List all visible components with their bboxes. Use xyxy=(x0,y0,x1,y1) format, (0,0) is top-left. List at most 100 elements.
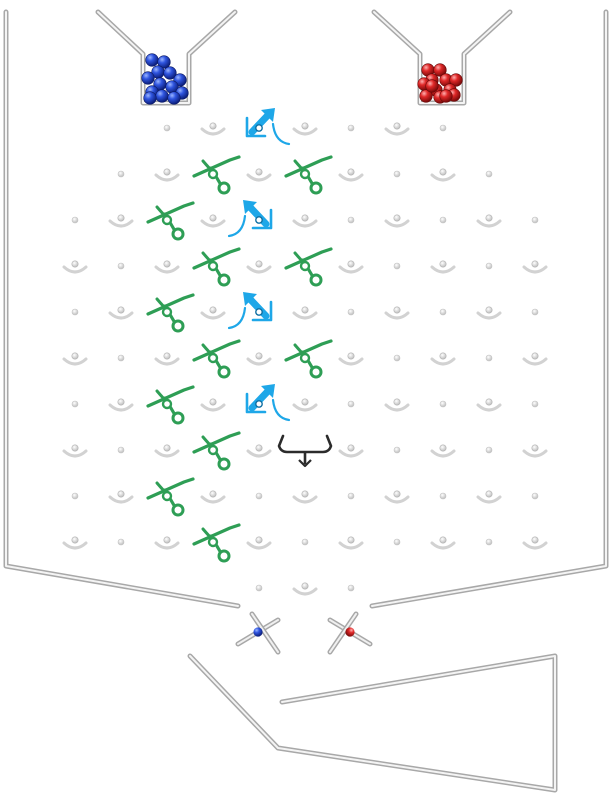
peg[interactable] xyxy=(439,216,447,224)
empty-slot[interactable] xyxy=(338,168,364,182)
empty-slot[interactable] xyxy=(430,536,456,550)
peg[interactable] xyxy=(255,492,263,500)
empty-slot[interactable] xyxy=(430,352,456,366)
empty-slot[interactable] xyxy=(292,398,318,412)
empty-slot[interactable] xyxy=(338,352,364,366)
peg[interactable] xyxy=(531,400,539,408)
empty-slot[interactable] xyxy=(430,168,456,182)
empty-slot[interactable] xyxy=(522,260,548,274)
empty-slot[interactable] xyxy=(522,536,548,550)
peg[interactable] xyxy=(347,308,355,316)
peg[interactable] xyxy=(117,262,125,270)
ramp-part[interactable] xyxy=(284,247,333,287)
empty-slot[interactable] xyxy=(200,122,226,136)
peg[interactable] xyxy=(347,492,355,500)
ramp-part[interactable] xyxy=(146,293,195,333)
peg[interactable] xyxy=(163,124,171,132)
peg[interactable] xyxy=(347,124,355,132)
ramp-part[interactable] xyxy=(146,201,195,241)
peg[interactable] xyxy=(393,538,401,546)
peg[interactable] xyxy=(117,354,125,362)
empty-slot[interactable] xyxy=(62,260,88,274)
empty-slot[interactable] xyxy=(154,260,180,274)
empty-slot[interactable] xyxy=(62,352,88,366)
empty-slot[interactable] xyxy=(476,490,502,504)
empty-slot[interactable] xyxy=(246,536,272,550)
empty-slot[interactable] xyxy=(154,168,180,182)
empty-slot[interactable] xyxy=(154,444,180,458)
ramp-part[interactable] xyxy=(192,523,241,563)
empty-slot[interactable] xyxy=(200,214,226,228)
peg[interactable] xyxy=(347,400,355,408)
peg[interactable] xyxy=(117,170,125,178)
empty-slot[interactable] xyxy=(430,260,456,274)
empty-slot[interactable] xyxy=(384,122,410,136)
empty-slot[interactable] xyxy=(292,490,318,504)
interceptor-part[interactable] xyxy=(277,434,333,468)
bit-part[interactable] xyxy=(245,108,291,146)
peg[interactable] xyxy=(485,354,493,362)
peg[interactable] xyxy=(439,124,447,132)
empty-slot[interactable] xyxy=(430,444,456,458)
ramp-part[interactable] xyxy=(192,155,241,195)
empty-slot[interactable] xyxy=(292,214,318,228)
empty-slot[interactable] xyxy=(108,214,134,228)
empty-slot[interactable] xyxy=(476,214,502,228)
empty-slot[interactable] xyxy=(246,352,272,366)
ramp-part[interactable] xyxy=(192,247,241,287)
peg[interactable] xyxy=(71,216,79,224)
peg[interactable] xyxy=(485,538,493,546)
empty-slot[interactable] xyxy=(246,168,272,182)
empty-slot[interactable] xyxy=(338,444,364,458)
empty-slot[interactable] xyxy=(292,122,318,136)
peg[interactable] xyxy=(71,492,79,500)
peg[interactable] xyxy=(485,170,493,178)
empty-slot[interactable] xyxy=(476,306,502,320)
empty-slot[interactable] xyxy=(522,444,548,458)
empty-slot[interactable] xyxy=(108,398,134,412)
peg[interactable] xyxy=(531,492,539,500)
peg[interactable] xyxy=(531,308,539,316)
peg[interactable] xyxy=(117,446,125,454)
ramp-part[interactable] xyxy=(192,431,241,471)
empty-slot[interactable] xyxy=(154,536,180,550)
empty-slot[interactable] xyxy=(384,214,410,228)
peg[interactable] xyxy=(347,216,355,224)
peg[interactable] xyxy=(393,262,401,270)
peg[interactable] xyxy=(393,354,401,362)
empty-slot[interactable] xyxy=(384,490,410,504)
empty-slot[interactable] xyxy=(384,306,410,320)
peg[interactable] xyxy=(117,538,125,546)
peg[interactable] xyxy=(485,262,493,270)
empty-slot[interactable] xyxy=(200,398,226,412)
peg[interactable] xyxy=(439,400,447,408)
empty-slot[interactable] xyxy=(246,444,272,458)
empty-slot[interactable] xyxy=(292,582,318,596)
peg[interactable] xyxy=(439,308,447,316)
ramp-part[interactable] xyxy=(192,339,241,379)
empty-slot[interactable] xyxy=(62,536,88,550)
empty-slot[interactable] xyxy=(108,490,134,504)
ramp-part[interactable] xyxy=(146,477,195,517)
empty-slot[interactable] xyxy=(338,536,364,550)
peg[interactable] xyxy=(255,584,263,592)
trigger-lever-right[interactable] xyxy=(327,611,373,655)
peg[interactable] xyxy=(393,170,401,178)
bit-part[interactable] xyxy=(245,384,291,422)
empty-slot[interactable] xyxy=(200,490,226,504)
bit-part[interactable] xyxy=(227,292,273,330)
peg[interactable] xyxy=(71,400,79,408)
ramp-part[interactable] xyxy=(284,155,333,195)
bit-part[interactable] xyxy=(227,200,273,238)
ramp-part[interactable] xyxy=(284,339,333,379)
empty-slot[interactable] xyxy=(338,260,364,274)
empty-slot[interactable] xyxy=(200,306,226,320)
ramp-part[interactable] xyxy=(146,385,195,425)
empty-slot[interactable] xyxy=(476,398,502,412)
empty-slot[interactable] xyxy=(62,444,88,458)
empty-slot[interactable] xyxy=(522,352,548,366)
peg[interactable] xyxy=(531,216,539,224)
empty-slot[interactable] xyxy=(246,260,272,274)
empty-slot[interactable] xyxy=(108,306,134,320)
empty-slot[interactable] xyxy=(292,306,318,320)
